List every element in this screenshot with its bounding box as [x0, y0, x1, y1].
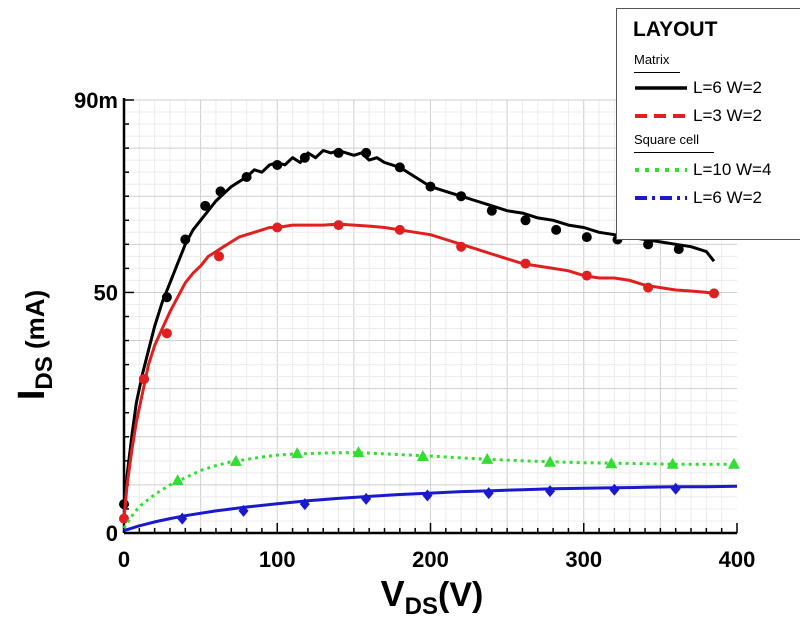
- data-point: [161, 328, 172, 339]
- data-point: [299, 152, 310, 163]
- series-line: [123, 484, 738, 533]
- y-tick-label: 50: [94, 280, 118, 305]
- data-point: [486, 205, 497, 216]
- data-point: [333, 147, 344, 158]
- series-3: [122, 446, 740, 530]
- data-point: [609, 483, 620, 496]
- y-axis-title: IDS (mA): [11, 290, 58, 400]
- legend-entry-label: L=6 W=2: [693, 188, 762, 207]
- x-tick-label: 200: [412, 547, 449, 572]
- data-point: [394, 224, 405, 235]
- data-point: [361, 492, 372, 505]
- data-point: [352, 446, 365, 458]
- data-point: [581, 232, 592, 243]
- data-point: [422, 489, 433, 502]
- data-point: [481, 452, 494, 464]
- legend-group-label: Square cell: [634, 132, 700, 147]
- data-point: [643, 282, 654, 293]
- data-point: [161, 292, 172, 303]
- data-point: [643, 239, 654, 250]
- legend-entry: L=3 W=2: [633, 105, 799, 127]
- data-point: [551, 224, 562, 235]
- x-tick-label: 100: [259, 547, 296, 572]
- data-point: [605, 457, 618, 469]
- data-point: [171, 474, 184, 486]
- legend-title: LAYOUT: [633, 18, 718, 41]
- data-point: [272, 159, 283, 170]
- legend-entry: L=10 W=4: [633, 159, 799, 181]
- data-point: [138, 374, 149, 385]
- legend-group-underline: [634, 152, 714, 153]
- legend-swatch: [635, 168, 687, 172]
- series-2: [119, 220, 720, 524]
- legend: LAYOUT Matrix L=6 W=2 L=3 W=2 Square cel…: [616, 8, 800, 240]
- axis-titles: IDS (mA) VDS(V): [11, 290, 483, 620]
- legend-entry: L=6 W=2: [633, 77, 799, 99]
- data-point: [545, 485, 556, 498]
- data-point: [483, 487, 494, 500]
- data-point: [272, 222, 283, 233]
- data-point: [291, 447, 304, 459]
- legend-swatch: [635, 196, 687, 200]
- tick-labels: 0 100 200 300 400 0 50 90m: [74, 88, 755, 572]
- data-point: [299, 498, 310, 511]
- data-point: [214, 251, 225, 262]
- legend-swatch: [635, 86, 687, 90]
- data-point: [709, 288, 720, 299]
- data-point: [241, 171, 252, 182]
- data-point: [670, 482, 681, 495]
- legend-group-underline: [634, 72, 680, 73]
- data-point: [416, 450, 429, 462]
- data-point: [394, 162, 405, 173]
- series-line: [122, 451, 737, 530]
- data-point: [200, 200, 211, 211]
- data-point: [581, 270, 592, 281]
- data-point: [119, 513, 129, 524]
- x-tick-label: 400: [719, 547, 756, 572]
- x-axis-title: VDS(V): [381, 573, 484, 620]
- data-point: [673, 244, 684, 255]
- data-point: [456, 241, 467, 252]
- data-point: [666, 457, 679, 469]
- data-point: [544, 455, 557, 467]
- series-layer: [119, 147, 740, 533]
- data-point: [180, 234, 191, 245]
- legend-swatch: [635, 114, 687, 118]
- data-point: [333, 220, 344, 231]
- data-point: [425, 181, 436, 192]
- legend-entry: L=6 W=2: [633, 187, 799, 209]
- data-point: [727, 457, 740, 469]
- data-point: [520, 258, 531, 269]
- data-point: [215, 186, 226, 197]
- x-tick-label: 0: [118, 547, 130, 572]
- data-point: [520, 215, 531, 226]
- data-point: [229, 454, 242, 466]
- legend-entry-label: L=6 W=2: [693, 78, 762, 97]
- grid: [124, 99, 737, 533]
- y-tick-label: 90m: [74, 88, 118, 113]
- data-point: [361, 147, 372, 158]
- data-point: [456, 191, 467, 202]
- data-point: [177, 512, 188, 525]
- legend-entry-label: L=3 W=2: [693, 106, 762, 125]
- series-4: [123, 482, 738, 533]
- legend-group-label: Matrix: [634, 52, 670, 67]
- y-tick-label: 0: [106, 521, 118, 546]
- legend-entry-label: L=10 W=4: [693, 160, 772, 179]
- x-tick-label: 300: [565, 547, 602, 572]
- data-point: [238, 504, 249, 517]
